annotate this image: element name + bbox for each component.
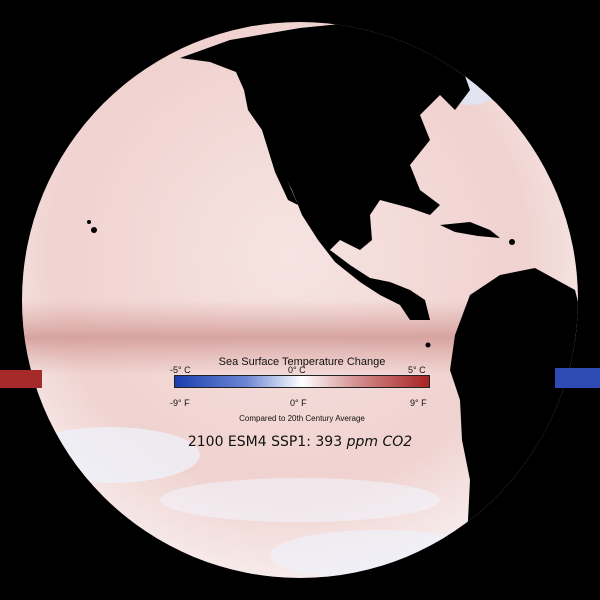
legend-fahrenheit-mid: 0° F — [290, 398, 307, 408]
legend-warm-edge — [0, 370, 42, 388]
legend-color-bar — [174, 375, 430, 388]
scenario-label: 2100 ESM4 SSP1: — [187, 434, 311, 450]
cool-patch — [270, 530, 490, 578]
legend-celsius-mid: 0° C — [288, 365, 306, 375]
island — [509, 239, 515, 245]
galapagos — [425, 342, 431, 348]
legend-fahrenheit-max: 9° F — [410, 398, 427, 408]
south-america — [450, 268, 578, 578]
legend-title: Sea Surface Temperature Change — [218, 356, 386, 368]
legend-fahrenheit-min: -9° F — [170, 398, 190, 408]
north-america — [180, 22, 470, 320]
legend-celsius-max: 5° C — [408, 365, 426, 375]
baja-california — [262, 130, 298, 205]
scenario-caption: 2100 ESM4 SSP1: 393 ppm CO2 — [150, 434, 450, 450]
legend-celsius-min: -5° C — [170, 365, 191, 375]
co2-unit: ppm CO2 — [346, 434, 413, 450]
cool-patch — [160, 478, 440, 522]
color-legend: Sea Surface Temperature Change -5° C 0° … — [168, 352, 436, 423]
legend-cold-edge — [555, 368, 600, 388]
caribbean-islands — [440, 222, 500, 238]
hawaii — [87, 220, 91, 224]
co2-value: 393 — [315, 434, 343, 450]
hawaii — [91, 227, 97, 233]
legend-footnote: Compared to 20th Century Average — [239, 414, 365, 423]
